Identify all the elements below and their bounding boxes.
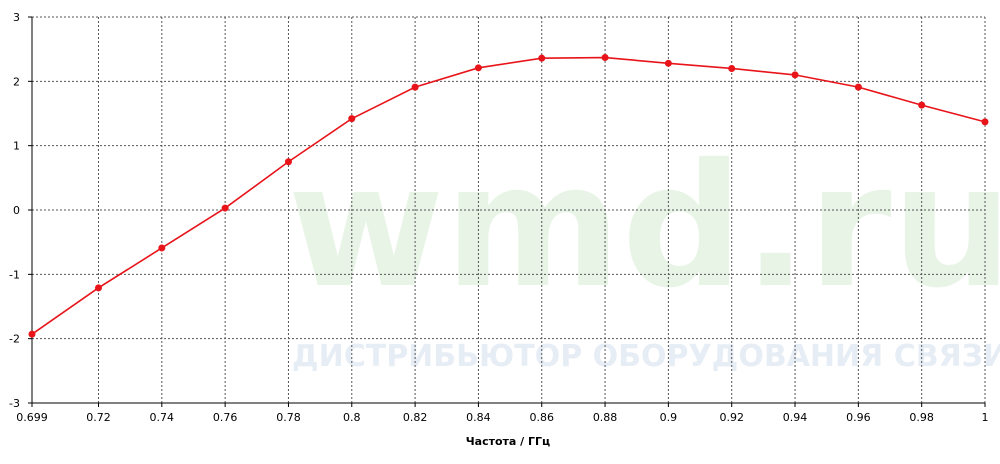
- data-point: [601, 54, 609, 62]
- data-point: [538, 54, 546, 62]
- y-tick-label: 0: [13, 204, 20, 217]
- x-tick-label: 0.98: [909, 411, 934, 424]
- x-tick-label: 0.86: [529, 411, 554, 424]
- x-axis-label: Частота / ГГц: [466, 435, 550, 448]
- y-tick-label: 3: [13, 11, 20, 24]
- y-tick-label: 1: [13, 140, 20, 153]
- y-tick-label: 2: [13, 75, 20, 88]
- x-tick-label: 0.96: [846, 411, 871, 424]
- data-point: [284, 158, 292, 166]
- data-point: [94, 284, 102, 292]
- x-tick-label: 0.76: [213, 411, 238, 424]
- data-point: [918, 101, 926, 109]
- data-point: [981, 118, 989, 126]
- x-tick-label: 0.92: [719, 411, 744, 424]
- watermark: wmd.ru: [287, 128, 1000, 326]
- x-tick-label: 0.88: [593, 411, 618, 424]
- data-point: [664, 59, 672, 67]
- x-tick-label: 0.72: [86, 411, 111, 424]
- y-tick-label: -3: [9, 397, 20, 410]
- y-tick-label: -1: [9, 268, 20, 281]
- x-tick-label: 0.94: [783, 411, 808, 424]
- x-tick-label: 0.699: [16, 411, 48, 424]
- x-tick-label: 0.8: [343, 411, 361, 424]
- data-point: [348, 115, 356, 123]
- data-point: [474, 64, 482, 72]
- x-tick-label: 0.82: [403, 411, 428, 424]
- data-point: [854, 83, 862, 91]
- data-point: [158, 244, 166, 252]
- x-tick-label: 0.84: [466, 411, 491, 424]
- data-point: [221, 204, 229, 212]
- x-tick-label: 1: [982, 411, 989, 424]
- watermark-subtitle: ДИСТРИБЬЮТОР ОБОРУДОВАНИЯ СВЯЗИ: [292, 339, 1000, 374]
- x-tick-label: 0.78: [276, 411, 301, 424]
- y-tick-label: -2: [9, 333, 20, 346]
- data-line: [31, 56, 986, 335]
- data-point: [411, 83, 419, 91]
- data-point: [28, 330, 36, 338]
- data-point: [791, 71, 799, 79]
- x-tick-label: 0.74: [150, 411, 175, 424]
- x-tick-label: 0.9: [660, 411, 678, 424]
- data-point: [728, 64, 736, 72]
